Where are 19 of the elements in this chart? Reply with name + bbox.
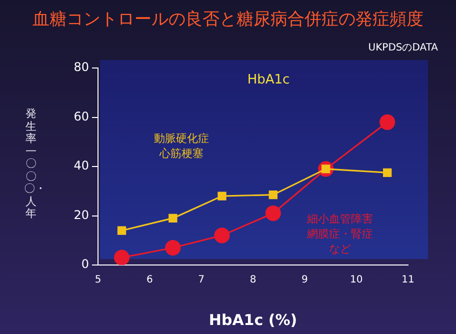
x-tick-label: 6 <box>146 274 153 286</box>
y-tick-label: 0 <box>81 257 89 272</box>
text: 発生率一〇〇〇・人年 <box>24 107 46 220</box>
text: UKPDSのDATA <box>368 42 438 54</box>
y-tick-label: 20 <box>74 208 89 222</box>
x-tick-label: 11 <box>402 274 414 286</box>
x-tick-label: 8 <box>250 274 256 286</box>
text: 動脈硬化症心筋梗塞 <box>154 132 210 160</box>
y-tick-label: 80 <box>74 60 89 74</box>
x-tick-label: 7 <box>198 274 205 286</box>
x-tick-label: 10 <box>350 274 363 286</box>
series-label: 細小血管障害網膜症・腎症など <box>306 212 373 256</box>
x-axis-title: HbA1c (%) <box>208 310 298 329</box>
y-tick-label: 60 <box>74 109 89 124</box>
x-tick-label: 9 <box>301 274 308 286</box>
chart-title: 血糖コントロールの良否と糖尿病合併症の発症頻度 <box>32 9 424 30</box>
y-tick-label: 40 <box>74 158 89 173</box>
x-tick-label: 5 <box>94 274 102 286</box>
annotation: HbA1c <box>247 72 290 88</box>
